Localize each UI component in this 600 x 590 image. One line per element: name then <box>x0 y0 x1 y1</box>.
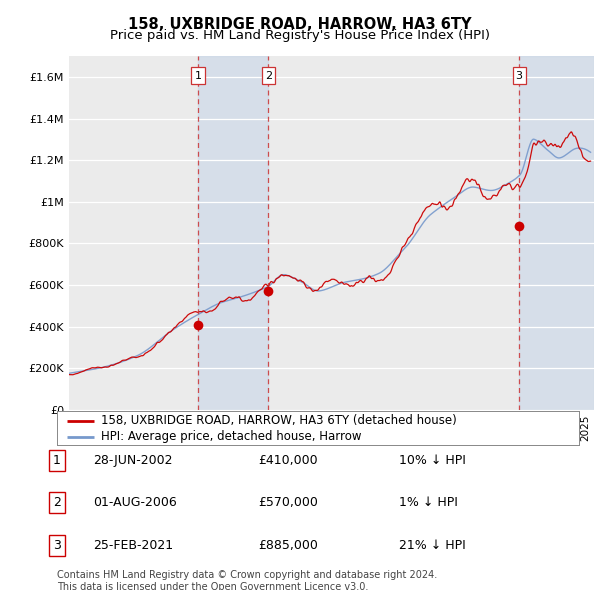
Text: 1: 1 <box>53 454 61 467</box>
Text: 158, UXBRIDGE ROAD, HARROW, HA3 6TY: 158, UXBRIDGE ROAD, HARROW, HA3 6TY <box>128 17 472 31</box>
Text: £570,000: £570,000 <box>258 496 318 509</box>
Text: 1: 1 <box>194 71 202 80</box>
Text: 25-FEB-2021: 25-FEB-2021 <box>93 539 173 552</box>
Text: 1% ↓ HPI: 1% ↓ HPI <box>399 496 458 509</box>
Text: Price paid vs. HM Land Registry's House Price Index (HPI): Price paid vs. HM Land Registry's House … <box>110 30 490 42</box>
Text: 01-AUG-2006: 01-AUG-2006 <box>93 496 177 509</box>
Text: 10% ↓ HPI: 10% ↓ HPI <box>399 454 466 467</box>
Text: 28-JUN-2002: 28-JUN-2002 <box>93 454 173 467</box>
Text: 158, UXBRIDGE ROAD, HARROW, HA3 6TY (detached house): 158, UXBRIDGE ROAD, HARROW, HA3 6TY (det… <box>101 414 457 427</box>
Text: 3: 3 <box>53 539 61 552</box>
Text: HPI: Average price, detached house, Harrow: HPI: Average price, detached house, Harr… <box>101 430 362 444</box>
Text: 2: 2 <box>53 496 61 509</box>
Text: 21% ↓ HPI: 21% ↓ HPI <box>399 539 466 552</box>
Text: £885,000: £885,000 <box>258 539 318 552</box>
Text: Contains HM Land Registry data © Crown copyright and database right 2024.
This d: Contains HM Land Registry data © Crown c… <box>57 570 437 590</box>
Bar <box>519 56 594 410</box>
Text: 2: 2 <box>265 71 272 80</box>
Text: 3: 3 <box>515 71 523 80</box>
Text: £410,000: £410,000 <box>258 454 317 467</box>
Bar <box>198 56 268 410</box>
